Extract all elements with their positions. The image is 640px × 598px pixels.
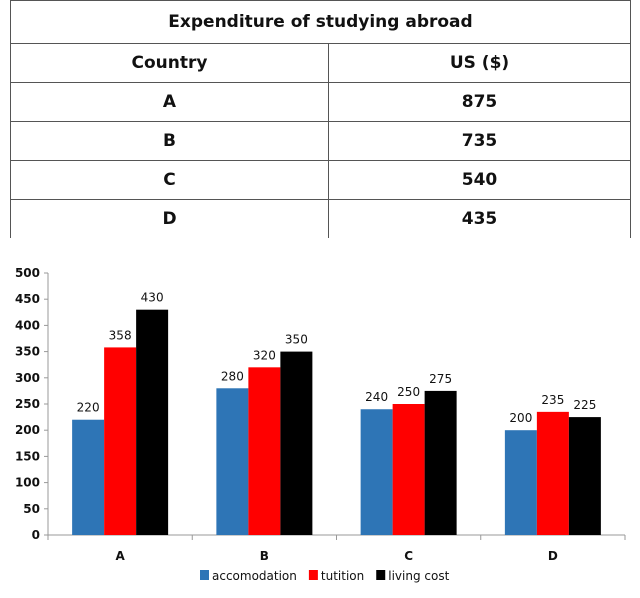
cell-country: A — [10, 82, 329, 122]
y-tick-label: 200 — [15, 423, 40, 437]
legend-swatch — [200, 570, 209, 580]
header-us: US ($) — [328, 43, 631, 83]
data-label: 200 — [509, 411, 532, 425]
table-title: Expenditure of studying abroad — [10, 0, 631, 44]
cell-country: B — [10, 121, 329, 161]
data-label: 225 — [573, 398, 596, 412]
cell-country: D — [10, 199, 329, 238]
bar-tutition — [104, 347, 137, 535]
header-country: Country — [10, 43, 329, 83]
legend-swatch — [308, 570, 318, 580]
table-row: C 540 — [10, 160, 631, 200]
bar-living-cost — [424, 390, 457, 535]
data-label: 320 — [253, 348, 276, 362]
table-row: D 435 — [10, 199, 631, 238]
y-tick-label: 350 — [15, 345, 40, 359]
bar-accomodation — [504, 430, 537, 535]
table-row: A 875 — [10, 82, 631, 122]
cell-country: C — [10, 160, 329, 200]
data-label: 280 — [221, 369, 244, 383]
legend-label: tutition — [321, 569, 364, 583]
cell-value: 540 — [328, 160, 631, 200]
cell-value: 435 — [328, 199, 631, 238]
data-label: 235 — [541, 393, 564, 407]
bar-accomodation — [216, 388, 249, 535]
x-tick-label: B — [260, 549, 269, 563]
bar-accomodation — [72, 419, 105, 535]
x-tick-label: C — [404, 549, 413, 563]
x-tick-label: D — [548, 549, 558, 563]
y-tick-label: 250 — [15, 397, 40, 411]
y-tick-label: 100 — [15, 476, 40, 490]
bar-living-cost — [568, 417, 601, 535]
expenditure-table: Expenditure of studying abroad Country U… — [10, 0, 631, 238]
bar-chart: 0 50 100 150 200 250 300 350 400 450 500 A 220 358 430… — [15, 266, 626, 583]
cell-value: 875 — [328, 82, 631, 122]
data-label: 220 — [77, 401, 100, 415]
x-tick-label: A — [115, 549, 125, 563]
bar-tutition — [536, 411, 569, 535]
legend-label: accomodation — [212, 569, 297, 583]
bar-living-cost — [280, 351, 313, 535]
y-tick-label: 50 — [23, 502, 40, 516]
y-tick-label: 150 — [15, 449, 40, 463]
bar-tutition — [392, 404, 425, 535]
table-row: B 735 — [10, 121, 631, 161]
y-tick-label: 400 — [15, 318, 40, 332]
y-tick-label: 300 — [15, 371, 40, 385]
data-label: 240 — [365, 390, 388, 404]
data-label: 250 — [397, 385, 420, 399]
data-label: 430 — [141, 291, 164, 305]
y-tick-label: 0 — [32, 528, 40, 542]
bar-accomodation — [360, 409, 393, 535]
cell-value: 735 — [328, 121, 631, 161]
legend-swatch — [376, 570, 386, 580]
data-label: 350 — [285, 333, 308, 347]
data-label: 358 — [109, 328, 132, 342]
data-label: 275 — [429, 372, 452, 386]
y-tick-label: 450 — [15, 292, 40, 306]
legend-label: living cost — [388, 569, 449, 583]
bar-living-cost — [136, 309, 169, 535]
bar-tutition — [248, 367, 281, 535]
y-tick-label: 500 — [15, 266, 40, 280]
